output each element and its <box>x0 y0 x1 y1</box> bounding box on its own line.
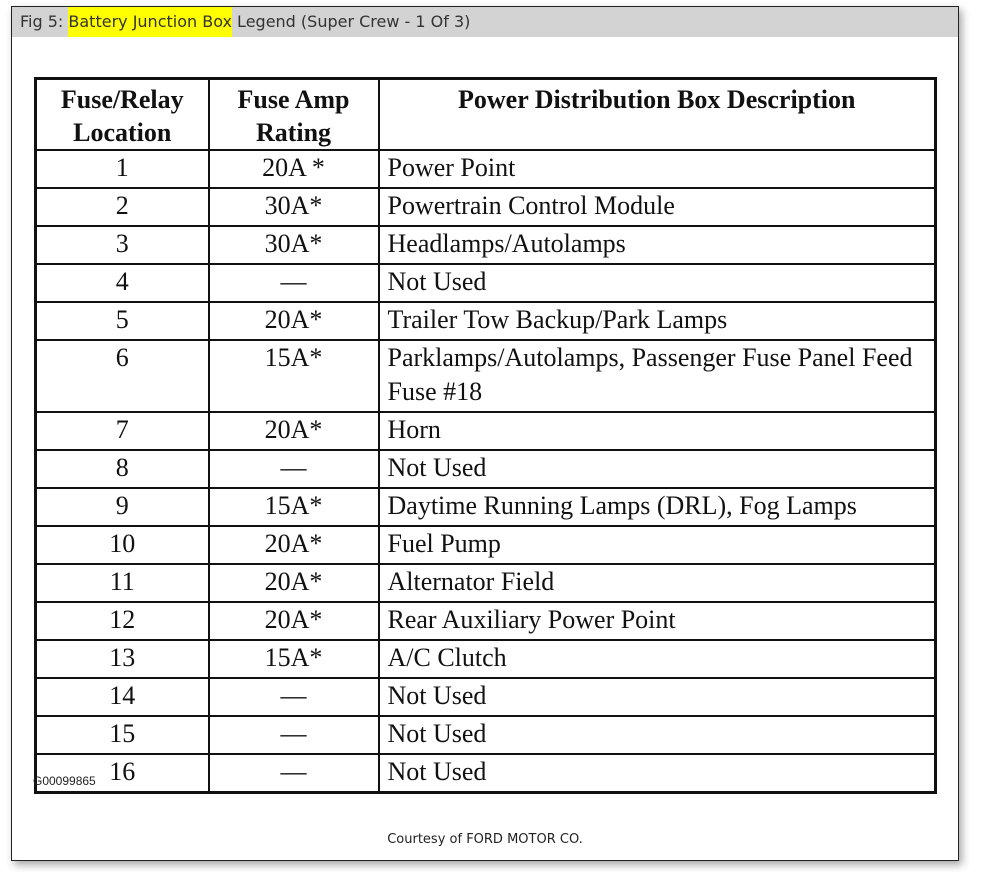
cell-description: Powertrain Control Module <box>377 187 937 227</box>
table-row: 6 15A* Parklamps/Autolamps, Passenger Fuse… <box>34 339 937 413</box>
cell-description: Not Used <box>377 449 937 489</box>
cell-location: 6 <box>34 339 210 413</box>
cell-rating: 20A* <box>207 525 380 565</box>
cell-location: 11 <box>34 563 210 603</box>
cell-rating: — <box>207 449 380 489</box>
cell-description: Horn <box>377 411 937 451</box>
cell-description: Headlamps/Autolamps <box>377 225 937 265</box>
cell-location: 3 <box>34 225 210 265</box>
header-description: Power Distribution Box Description <box>377 77 937 151</box>
table-row: 2 30A* Powertrain Control Module <box>34 187 937 227</box>
cell-location: 2 <box>34 187 210 227</box>
courtesy-note: Courtesy of FORD MOTOR CO. <box>387 832 583 847</box>
table-row: 13 15A* A/C Clutch <box>34 639 937 679</box>
cell-description: Not Used <box>377 677 937 717</box>
figure-panel: Fig 5: Battery Junction Box Legend (Supe… <box>11 6 959 861</box>
cell-rating: 20A* <box>207 601 380 641</box>
cell-description: Not Used <box>377 263 937 303</box>
cell-rating: 20A* <box>207 301 380 341</box>
cell-rating: 30A* <box>207 187 380 227</box>
cell-description: A/C Clutch <box>377 639 937 679</box>
cell-rating: 15A* <box>207 487 380 527</box>
table-row: 4— Not Used <box>34 263 937 303</box>
cell-rating: — <box>207 263 380 303</box>
table-row: 15— Not Used <box>34 715 937 755</box>
cell-description: Not Used <box>377 753 937 794</box>
cell-description: Trailer Tow Backup/Park Lamps <box>377 301 937 341</box>
cell-rating: — <box>207 677 380 717</box>
cell-location: 12 <box>34 601 210 641</box>
cell-description: Power Point <box>377 149 937 189</box>
cell-rating: 15A* <box>207 339 380 413</box>
cell-location: 15 <box>34 715 210 755</box>
cell-description: Alternator Field <box>377 563 937 603</box>
table-row: 1 20A * Power Point <box>34 149 937 189</box>
header-rating: Fuse Amp Rating <box>207 77 380 151</box>
title-highlight: Battery Junction Box <box>68 7 232 37</box>
table-row: 7 20A* Horn <box>34 411 937 451</box>
cell-description: Fuel Pump <box>377 525 937 565</box>
cell-description: Daytime Running Lamps (DRL), Fog Lamps <box>377 487 937 527</box>
table-row: 12 20A* Rear Auxiliary Power Point <box>34 601 937 641</box>
cell-rating: — <box>207 715 380 755</box>
cell-location: 10 <box>34 525 210 565</box>
cell-location: 7 <box>34 411 210 451</box>
cell-location: 14 <box>34 677 210 717</box>
table-row: 9 15A* Daytime Running Lamps (DRL), Fog La… <box>34 487 937 527</box>
cell-location: 4 <box>34 263 210 303</box>
table-row: 8— Not Used <box>34 449 937 489</box>
table-row: 16— Not Used <box>34 753 937 794</box>
table-row: 14— Not Used <box>34 677 937 717</box>
header-location: Fuse/Relay Location <box>34 77 210 151</box>
cell-description: Rear Auxiliary Power Point <box>377 601 937 641</box>
cell-rating: — <box>207 753 380 794</box>
figure-title: Fig 5: Battery Junction Box Legend (Supe… <box>12 7 958 37</box>
cell-rating: 20A* <box>207 563 380 603</box>
cell-description: Parklamps/Autolamps, Passenger Fuse Pane… <box>377 339 937 413</box>
cell-location: 5 <box>34 301 210 341</box>
cell-rating: 15A* <box>207 639 380 679</box>
cell-location: 16 <box>34 753 210 794</box>
table-row: 3 30A* Headlamps/Autolamps <box>34 225 937 265</box>
table-row: 5 20A* Trailer Tow Backup/Park Lamps <box>34 301 937 341</box>
cell-location: 9 <box>34 487 210 527</box>
title-prefix: Fig 5: <box>20 12 69 31</box>
table-row: 11 20A* Alternator Field <box>34 563 937 603</box>
cell-rating: 20A* <box>207 411 380 451</box>
figure-code: G00099865 <box>33 774 96 788</box>
table-row: 10 20A* Fuel Pump <box>34 525 937 565</box>
cell-location: 1 <box>34 149 210 189</box>
cell-location: 13 <box>34 639 210 679</box>
cell-location: 8 <box>34 449 210 489</box>
fuse-legend-table: Fuse/Relay Location Fuse Amp Rating Powe… <box>34 77 937 794</box>
cell-description: Not Used <box>377 715 937 755</box>
title-suffix: Legend (Super Crew - 1 Of 3) <box>231 12 471 31</box>
cell-rating: 30A* <box>207 225 380 265</box>
cell-rating: 20A * <box>207 149 380 189</box>
table-header-row: Fuse/Relay Location Fuse Amp Rating Powe… <box>34 77 937 151</box>
